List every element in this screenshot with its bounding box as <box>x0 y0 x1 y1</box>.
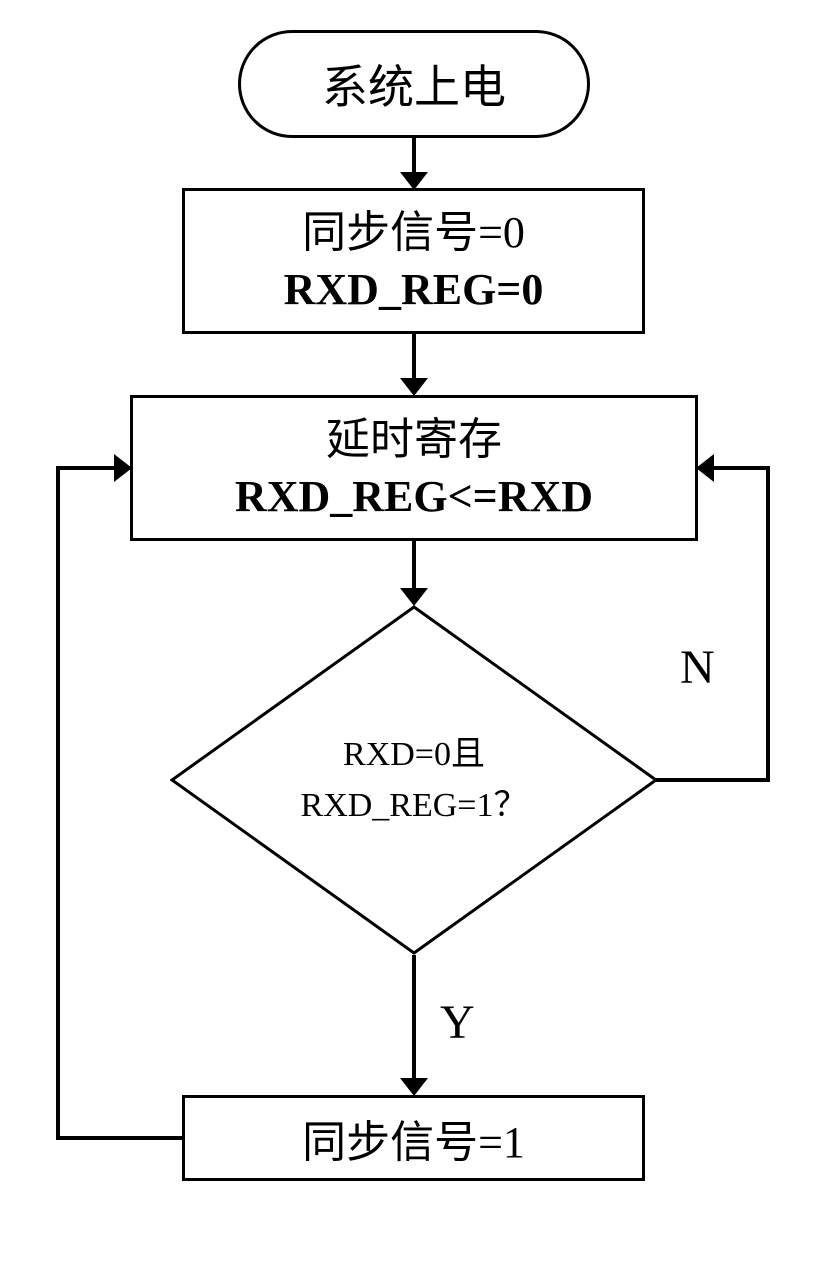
arrowhead-loop-no <box>696 454 714 482</box>
delay-node: 延时寄存 RXD_REG<=RXD <box>130 395 698 541</box>
delay-line2: RXD_REG<=RXD <box>235 468 593 525</box>
decision-node: RXD=0且 RXD_REG=1？ <box>170 605 658 955</box>
label-no: N <box>680 640 715 695</box>
loop-left-h1 <box>56 1136 184 1140</box>
arrowhead-init-delay <box>400 378 428 396</box>
decision-line1: RXD=0且 <box>301 729 528 780</box>
start-node: 系统上电 <box>238 30 590 138</box>
arrowhead-loop-left <box>114 454 132 482</box>
init-line1: 同步信号=0 <box>302 204 525 261</box>
init-node: 同步信号=0 RXD_REG=0 <box>182 188 645 334</box>
start-text: 系统上电 <box>322 51 506 117</box>
setsync-text: 同步信号=1 <box>302 1106 525 1170</box>
decision-line2: RXD_REG=1？ <box>301 780 528 831</box>
arrow-delay-decision <box>412 541 416 591</box>
loop-left-h2 <box>56 466 118 470</box>
arrow-init-delay <box>412 334 416 382</box>
loop-left-v <box>56 466 60 1140</box>
setsync-node: 同步信号=1 <box>182 1095 645 1181</box>
loop-no-h1 <box>656 778 770 782</box>
arrow-start-init <box>412 138 416 176</box>
loop-no-v <box>766 466 770 782</box>
loop-no-h2 <box>710 466 770 470</box>
init-line2: RXD_REG=0 <box>284 261 544 318</box>
label-yes: Y <box>440 995 475 1050</box>
arrowhead-delay-decision <box>400 588 428 606</box>
arrowhead-decision-yes <box>400 1078 428 1096</box>
delay-line1: 延时寄存 <box>326 411 502 468</box>
arrow-decision-yes <box>412 955 416 1083</box>
